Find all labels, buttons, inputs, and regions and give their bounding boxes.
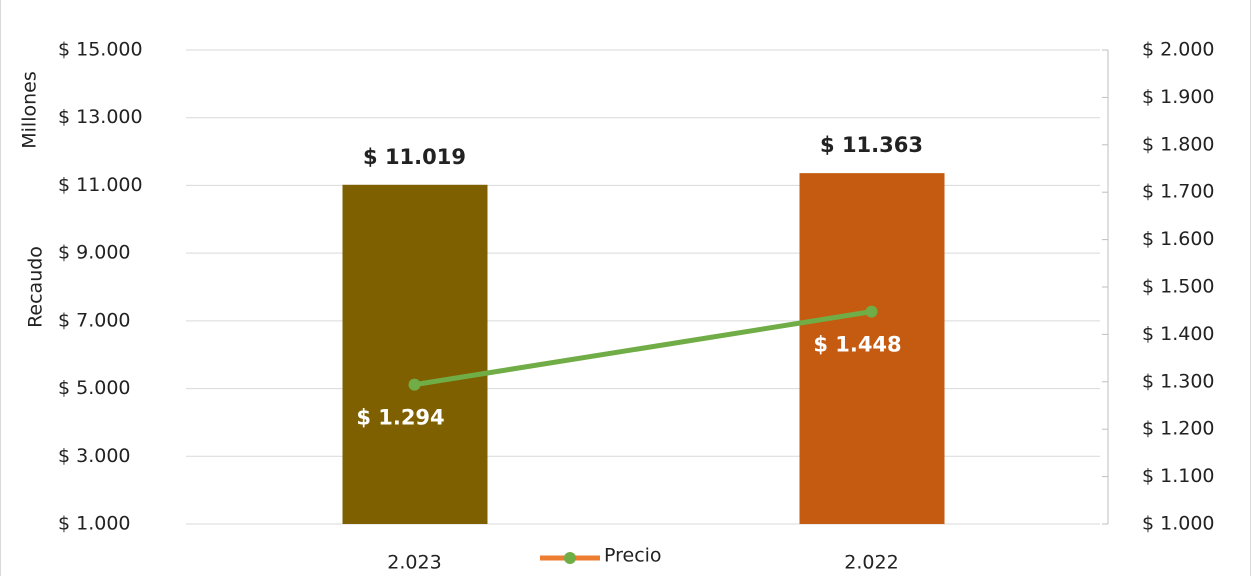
y2-tick-label: $ 1.200 [1142,418,1215,440]
legend-marker [564,552,576,564]
y2-tick-label: $ 1.400 [1142,323,1215,345]
y2-tick-label: $ 1.500 [1142,276,1215,298]
y-unit-label: Millones [19,71,41,148]
y2-tick-label: $ 2.000 [1142,39,1215,61]
line-value-label: $ 1.294 [356,406,444,430]
bar [342,184,488,524]
y2-tick-label: $ 1.700 [1142,181,1215,203]
y2-tick-label: $ 1.800 [1142,133,1215,155]
y2-tick-label: $ 1.600 [1142,228,1215,250]
y-tick-label: $ 1.000 [58,513,131,535]
y-tick-label: $ 5.000 [58,377,131,399]
y-tick-label: $ 7.000 [58,309,131,331]
legend-label: Precio [604,545,662,567]
x-tick-label: 2.022 [844,552,898,574]
y2-tick-label: $ 1.300 [1142,370,1215,392]
line-marker [408,378,421,391]
y-tick-label: $ 9.000 [58,242,131,264]
y-tick-label: $ 15.000 [58,39,143,61]
y-axis-label: Recaudo [25,246,47,328]
y2-tick-label: $ 1.000 [1142,513,1215,535]
y2-tick-label: $ 1.100 [1142,465,1215,487]
line [414,309,872,388]
y-tick-label: $ 11.000 [58,174,143,196]
bar-value-label: $ 11.363 [820,133,923,157]
y-tick-label: $ 3.000 [58,445,131,467]
bar [799,173,945,524]
line-value-label: $ 1.448 [813,333,901,357]
x-tick-label: 2.023 [387,552,441,574]
y2-tick-label: $ 1.900 [1142,86,1215,108]
bar-value-label: $ 11.019 [363,145,466,169]
line-marker [865,305,878,318]
y-tick-label: $ 13.000 [58,106,143,128]
